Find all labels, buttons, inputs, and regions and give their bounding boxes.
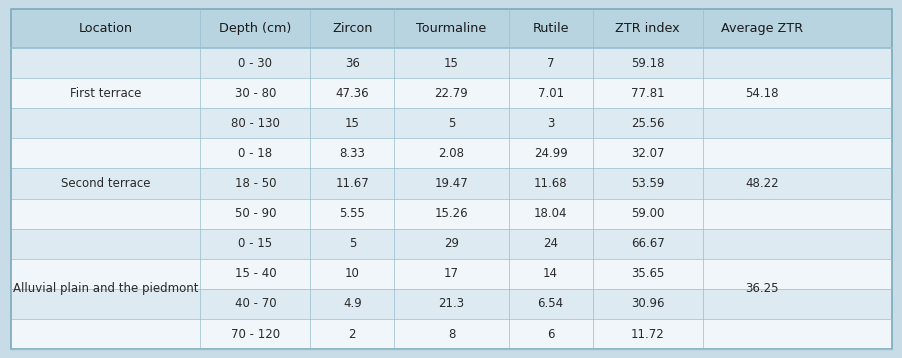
Text: Average ZTR: Average ZTR [721,22,803,35]
Text: 19.47: 19.47 [434,177,468,190]
Text: 53.59: 53.59 [630,177,664,190]
Text: 36: 36 [345,57,359,69]
Text: 30 - 80: 30 - 80 [235,87,276,100]
Text: 15.26: 15.26 [434,207,468,220]
Text: 7.01: 7.01 [537,87,563,100]
Text: Alluvial plain and the piedmont: Alluvial plain and the piedmont [13,282,198,295]
Text: 8.33: 8.33 [339,147,365,160]
Text: 11.67: 11.67 [336,177,369,190]
Bar [11,9,891,48]
Text: 5.55: 5.55 [339,207,365,220]
Text: 24.99: 24.99 [533,147,566,160]
Text: 0 - 18: 0 - 18 [238,147,272,160]
Text: Depth (cm): Depth (cm) [219,22,291,35]
Text: 40 - 70: 40 - 70 [235,297,276,310]
Text: 4.9: 4.9 [343,297,362,310]
Text: 6: 6 [547,328,554,340]
Text: 15: 15 [345,117,359,130]
Text: Rutile: Rutile [532,22,568,35]
Text: 77.81: 77.81 [630,87,664,100]
Text: 47.36: 47.36 [336,87,369,100]
Text: ZTR index: ZTR index [614,22,679,35]
Text: 54.18: 54.18 [744,87,778,100]
Text: 14: 14 [542,267,557,280]
Text: 21.3: 21.3 [438,297,464,310]
Text: 25.56: 25.56 [630,117,664,130]
Text: 29: 29 [444,237,458,250]
Text: 59.00: 59.00 [630,207,664,220]
Text: 15: 15 [444,57,458,69]
Text: 50 - 90: 50 - 90 [235,207,276,220]
Text: 18 - 50: 18 - 50 [235,177,276,190]
Text: 10: 10 [345,267,359,280]
Text: 48.22: 48.22 [744,177,778,190]
Bar [11,199,891,229]
Text: 70 - 120: 70 - 120 [231,328,280,340]
Bar [11,78,891,108]
Bar [11,108,891,138]
Text: 59.18: 59.18 [630,57,664,69]
Text: 30.96: 30.96 [630,297,664,310]
Text: 2.08: 2.08 [438,147,464,160]
Text: Second terrace: Second terrace [60,177,150,190]
Text: 22.79: 22.79 [434,87,468,100]
Text: 18.04: 18.04 [533,207,566,220]
Text: 66.67: 66.67 [630,237,664,250]
Text: 0 - 30: 0 - 30 [238,57,272,69]
Text: 8: 8 [447,328,455,340]
Text: 5: 5 [348,237,355,250]
Text: 35.65: 35.65 [630,267,664,280]
Text: 2: 2 [348,328,355,340]
Text: 11.68: 11.68 [533,177,566,190]
Text: Location: Location [78,22,133,35]
Text: 3: 3 [547,117,554,130]
Text: 6.54: 6.54 [537,297,563,310]
Text: 80 - 130: 80 - 130 [231,117,280,130]
Text: 5: 5 [447,117,455,130]
Bar [11,289,891,319]
Text: 24: 24 [542,237,557,250]
Text: 7: 7 [547,57,554,69]
Text: 0 - 15: 0 - 15 [238,237,272,250]
Bar [11,229,891,259]
Text: 32.07: 32.07 [630,147,664,160]
Text: 11.72: 11.72 [630,328,664,340]
Bar [11,138,891,169]
Bar [11,319,891,349]
Bar [11,259,891,289]
Text: Tourmaline: Tourmaline [416,22,486,35]
Bar [11,169,891,199]
Bar [11,48,891,78]
Text: 15 - 40: 15 - 40 [235,267,276,280]
Text: First terrace: First terrace [69,87,141,100]
Text: Zircon: Zircon [332,22,373,35]
Text: 36.25: 36.25 [744,282,778,295]
Text: 17: 17 [444,267,458,280]
